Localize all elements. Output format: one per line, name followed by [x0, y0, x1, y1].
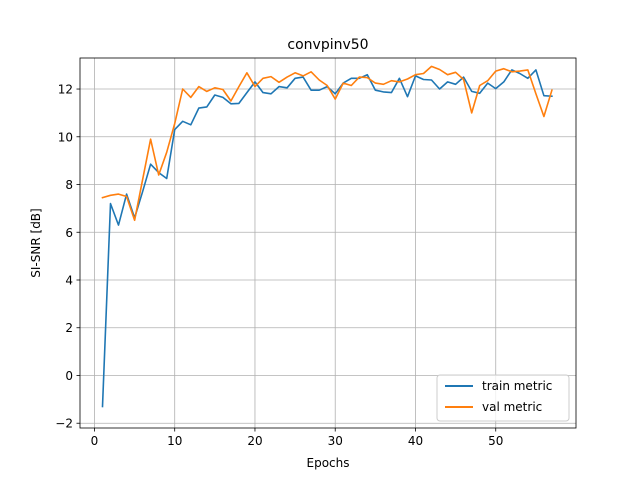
x-tick-label: 40 [408, 434, 423, 448]
series-lines [101, 65, 553, 408]
y-tick-label: 10 [58, 130, 73, 144]
x-axis-title: Epochs [307, 456, 350, 470]
y-tick-label: 2 [65, 321, 73, 335]
axis-ticks: 0 10 20 30 40 50 −2 0 2 4 6 8 10 12 [55, 83, 503, 448]
grid [80, 58, 576, 428]
y-tick-label: −2 [55, 417, 73, 431]
y-tick-label: 6 [65, 226, 73, 240]
y-tick-label: 4 [65, 274, 73, 288]
y-tick-label: 0 [65, 369, 73, 383]
chart-title: convpinv50 [287, 37, 368, 53]
legend-label-train: train metric [482, 379, 552, 393]
plot-area [80, 58, 576, 428]
y-axis-title: SI-SNR [dB] [29, 208, 43, 277]
y-tick-label: 12 [58, 83, 73, 97]
x-tick-label: 10 [167, 434, 182, 448]
x-tick-label: 0 [91, 434, 99, 448]
y-tick-label: 8 [65, 178, 73, 192]
x-tick-label: 30 [328, 434, 343, 448]
legend: train metric val metric [436, 374, 570, 422]
x-tick-label: 50 [488, 434, 503, 448]
plot-frame [79, 57, 577, 429]
legend-label-val: val metric [482, 400, 542, 414]
x-tick-label: 20 [247, 434, 262, 448]
val-metric-line [101, 65, 553, 222]
